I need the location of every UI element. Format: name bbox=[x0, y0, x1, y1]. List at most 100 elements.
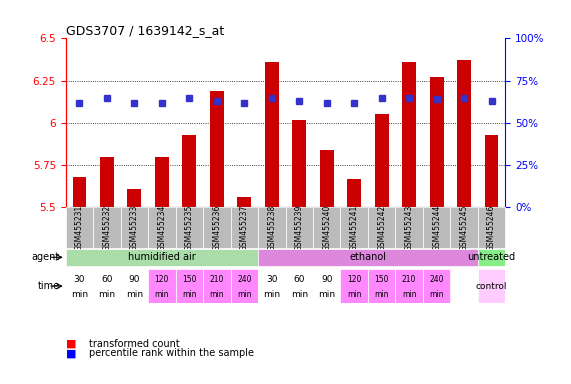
Bar bbox=[66, 249, 258, 266]
Bar bbox=[66, 270, 93, 303]
Text: GSM455238: GSM455238 bbox=[267, 204, 276, 251]
Text: min: min bbox=[210, 290, 224, 299]
Text: ethanol: ethanol bbox=[349, 252, 387, 262]
Text: GSM455232: GSM455232 bbox=[102, 204, 111, 251]
Bar bbox=[292, 119, 306, 207]
Bar bbox=[183, 135, 196, 207]
Bar bbox=[451, 207, 478, 248]
Text: 30: 30 bbox=[266, 275, 278, 285]
Text: GSM455240: GSM455240 bbox=[322, 204, 331, 251]
Bar bbox=[340, 270, 368, 303]
Text: GSM455237: GSM455237 bbox=[240, 204, 249, 251]
Text: GSM455241: GSM455241 bbox=[349, 204, 359, 251]
Text: untreated: untreated bbox=[468, 252, 516, 262]
Bar bbox=[403, 62, 416, 207]
Bar bbox=[395, 207, 423, 248]
Bar bbox=[478, 249, 505, 266]
Bar bbox=[203, 270, 231, 303]
Text: min: min bbox=[291, 290, 308, 299]
Text: min: min bbox=[347, 290, 361, 299]
Text: 90: 90 bbox=[321, 275, 332, 285]
Bar bbox=[423, 207, 451, 248]
Text: min: min bbox=[71, 290, 88, 299]
Bar bbox=[478, 207, 505, 248]
Bar bbox=[457, 60, 471, 207]
Bar bbox=[93, 207, 120, 248]
Bar bbox=[258, 249, 478, 266]
Bar bbox=[395, 270, 423, 303]
Text: transformed count: transformed count bbox=[89, 339, 179, 349]
Bar bbox=[320, 150, 333, 207]
Bar bbox=[127, 189, 141, 207]
Text: 60: 60 bbox=[293, 275, 305, 285]
Bar bbox=[238, 197, 251, 207]
Bar bbox=[368, 207, 395, 248]
Bar bbox=[485, 135, 498, 207]
Text: min: min bbox=[375, 290, 389, 299]
Bar bbox=[210, 91, 224, 207]
Bar bbox=[313, 270, 340, 303]
Text: ■: ■ bbox=[66, 339, 76, 349]
Bar bbox=[478, 270, 505, 303]
Text: GSM455243: GSM455243 bbox=[405, 204, 413, 251]
Bar bbox=[368, 270, 395, 303]
Bar bbox=[120, 270, 148, 303]
Text: GSM455235: GSM455235 bbox=[185, 204, 194, 251]
Bar bbox=[148, 270, 176, 303]
Text: 150: 150 bbox=[375, 275, 389, 285]
Bar bbox=[423, 270, 451, 303]
Bar bbox=[176, 270, 203, 303]
Text: 240: 240 bbox=[237, 275, 252, 285]
Text: min: min bbox=[237, 290, 252, 299]
Bar bbox=[66, 207, 93, 248]
Bar bbox=[155, 157, 168, 207]
Text: 240: 240 bbox=[429, 275, 444, 285]
Bar bbox=[375, 114, 388, 207]
Text: GSM455233: GSM455233 bbox=[130, 204, 139, 251]
Text: GSM455242: GSM455242 bbox=[377, 204, 386, 251]
Bar bbox=[148, 207, 176, 248]
Bar bbox=[340, 207, 368, 248]
Bar bbox=[258, 207, 286, 248]
Text: min: min bbox=[429, 290, 444, 299]
Text: min: min bbox=[318, 290, 335, 299]
Text: 90: 90 bbox=[128, 275, 140, 285]
Bar bbox=[203, 207, 231, 248]
Text: GDS3707 / 1639142_s_at: GDS3707 / 1639142_s_at bbox=[66, 24, 224, 37]
Text: percentile rank within the sample: percentile rank within the sample bbox=[89, 348, 254, 358]
Text: 210: 210 bbox=[402, 275, 416, 285]
Bar bbox=[176, 207, 203, 248]
Text: GSM455245: GSM455245 bbox=[460, 204, 469, 251]
Text: 60: 60 bbox=[101, 275, 112, 285]
Text: min: min bbox=[98, 290, 115, 299]
Bar bbox=[430, 77, 444, 207]
Text: min: min bbox=[155, 290, 169, 299]
Bar bbox=[258, 270, 286, 303]
Text: control: control bbox=[476, 281, 508, 291]
Bar bbox=[231, 207, 258, 248]
Text: agent: agent bbox=[32, 252, 60, 262]
Bar bbox=[286, 270, 313, 303]
Bar bbox=[73, 177, 86, 207]
Bar bbox=[93, 270, 120, 303]
Text: GSM455234: GSM455234 bbox=[158, 204, 166, 251]
Text: ■: ■ bbox=[66, 348, 76, 358]
Text: min: min bbox=[182, 290, 196, 299]
Bar bbox=[286, 207, 313, 248]
Text: GSM455239: GSM455239 bbox=[295, 204, 304, 251]
Text: min: min bbox=[402, 290, 416, 299]
Bar bbox=[313, 207, 340, 248]
Bar bbox=[347, 179, 361, 207]
Text: min: min bbox=[126, 290, 143, 299]
Text: 120: 120 bbox=[347, 275, 361, 285]
Text: 120: 120 bbox=[155, 275, 169, 285]
Text: 150: 150 bbox=[182, 275, 196, 285]
Text: min: min bbox=[263, 290, 280, 299]
Text: GSM455244: GSM455244 bbox=[432, 204, 441, 251]
Bar bbox=[265, 62, 279, 207]
Text: 30: 30 bbox=[74, 275, 85, 285]
Bar bbox=[100, 157, 114, 207]
Bar bbox=[120, 207, 148, 248]
Text: GSM455231: GSM455231 bbox=[75, 204, 84, 251]
Text: time: time bbox=[38, 281, 60, 291]
